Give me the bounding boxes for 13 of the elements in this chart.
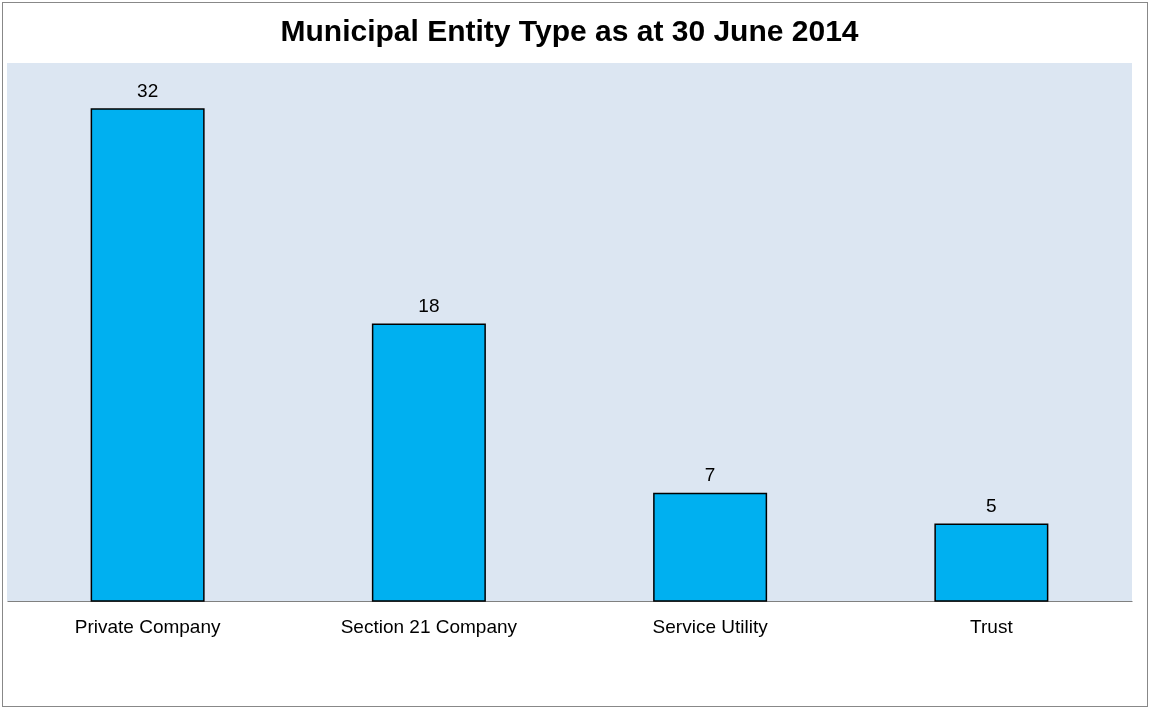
chart-title: Municipal Entity Type as at 30 June 2014 [280, 14, 859, 47]
data-label: 18 [418, 295, 440, 317]
data-label: 32 [137, 80, 159, 102]
x-tick-label: Section 21 Company [340, 615, 518, 637]
x-tick-label: Private Company [74, 615, 221, 637]
data-label: 5 [986, 495, 997, 517]
data-label: 7 [704, 464, 716, 486]
bar [934, 523, 1049, 602]
bar [653, 492, 768, 602]
bar [90, 108, 205, 602]
bar [371, 323, 486, 602]
x-tick-label: Trust [970, 615, 1014, 637]
x-tick-label: Service Utility [652, 615, 769, 637]
